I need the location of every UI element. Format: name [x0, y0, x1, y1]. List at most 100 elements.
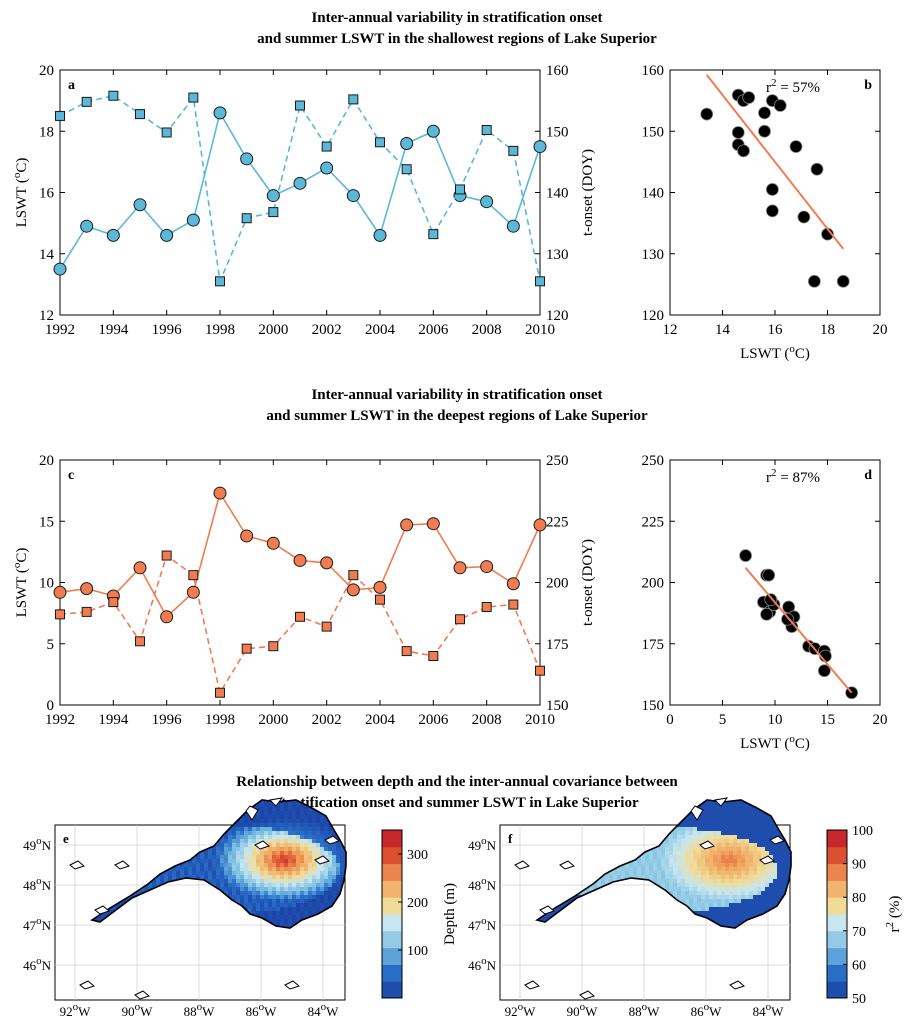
map-cell: [88, 811, 92, 815]
map-cell: [541, 800, 545, 803]
map-cell: [697, 823, 701, 827]
map-cell: [725, 899, 729, 903]
map-cell: [693, 891, 697, 895]
map-cell: [721, 923, 725, 927]
map-cell: [320, 815, 324, 819]
map-cell: [697, 851, 701, 855]
map-cell: [569, 811, 573, 815]
map-cell: [184, 811, 188, 815]
map-cell: [757, 831, 761, 835]
map-cell: [665, 807, 669, 811]
map-cell: [188, 795, 192, 799]
map-cell: [737, 839, 741, 843]
map-cell: [673, 843, 677, 847]
map-cell: [328, 871, 332, 875]
map-cell: [292, 875, 296, 879]
map-cell: [729, 843, 733, 847]
map-x-tick-label-part: W: [202, 1004, 215, 1017]
map-cell: [701, 803, 705, 807]
map-cell: [176, 867, 180, 871]
map-cell: [248, 819, 252, 823]
map-cell: [541, 807, 545, 811]
map-cell: [673, 847, 677, 851]
circle-marker: [373, 580, 387, 594]
map-cell: [709, 851, 713, 855]
map-cell: [332, 887, 336, 891]
map-cell: [300, 807, 304, 811]
map-cell: [288, 871, 292, 875]
map-cell: [176, 800, 180, 803]
map-cell: [316, 883, 320, 887]
scatter-point: [760, 607, 773, 621]
map-cell: [665, 883, 669, 887]
map-cell: [288, 879, 292, 883]
map-cell: [256, 807, 260, 811]
map-cell: [729, 823, 733, 827]
map-cell: [324, 867, 328, 871]
map-cell: [541, 915, 545, 919]
colorbar-segment: [382, 947, 402, 965]
map-cell: [609, 800, 613, 803]
map-cell: [284, 899, 288, 903]
map-cell: [685, 795, 689, 799]
map-cell: [336, 855, 340, 859]
map-cell: [693, 883, 697, 887]
map-cell: [749, 843, 753, 847]
map-cell: [741, 855, 745, 859]
scatter-point: [758, 124, 771, 138]
map-cell: [292, 899, 296, 903]
map-cell: [705, 891, 709, 895]
map-cell: [613, 800, 617, 803]
map-cell: [673, 851, 677, 855]
map-cell: [741, 899, 745, 903]
circle-marker: [240, 529, 254, 543]
map-cell: [224, 835, 228, 839]
map-cell: [348, 827, 352, 831]
map-cell: [264, 907, 268, 911]
map-cell: [224, 811, 228, 815]
map-cell: [284, 907, 288, 911]
map-cell: [208, 875, 212, 879]
map-cell: [701, 827, 705, 831]
map-cell: [156, 800, 160, 803]
map-cell: [136, 815, 140, 819]
map-cell: [709, 895, 713, 899]
map-cell: [344, 851, 346, 855]
map-cell: [697, 863, 701, 867]
map-cell: [757, 847, 761, 851]
map-cell: [316, 863, 320, 867]
y-axis-label-sup: o: [11, 172, 23, 178]
map-cell: [681, 887, 685, 891]
map-cell: [236, 800, 240, 803]
map-cell: [212, 851, 216, 855]
y-tick-label: 130: [642, 247, 665, 263]
map-cell: [224, 803, 228, 807]
y2-tick-label: 160: [546, 63, 569, 79]
map-cell: [785, 847, 789, 851]
map-cell: [308, 815, 312, 819]
map-cell: [292, 891, 296, 895]
map-cell: [769, 835, 773, 839]
map-cell: [224, 807, 228, 811]
map-cell: [228, 891, 232, 895]
map-cell: [565, 795, 569, 799]
map-cell: [605, 800, 609, 803]
map-cell: [312, 803, 316, 807]
map-cell: [332, 815, 336, 819]
map-cell: [709, 859, 713, 863]
map-cell: [136, 800, 140, 803]
map-cell: [136, 803, 140, 807]
y2-axis-label: t-onset (DOY): [580, 149, 596, 236]
map-cell: [276, 819, 280, 823]
map-cell: [248, 875, 252, 879]
map-cell: [300, 811, 304, 815]
map-cell: [244, 875, 248, 879]
map-cell: [268, 867, 272, 871]
map-cell: [581, 819, 585, 823]
map-cell: [701, 823, 705, 827]
map-cell: [777, 859, 781, 863]
r2-annotation-sup: 2: [771, 77, 777, 89]
map-cell: [705, 815, 709, 819]
map-cell: [168, 807, 172, 811]
map-cell: [344, 811, 346, 815]
